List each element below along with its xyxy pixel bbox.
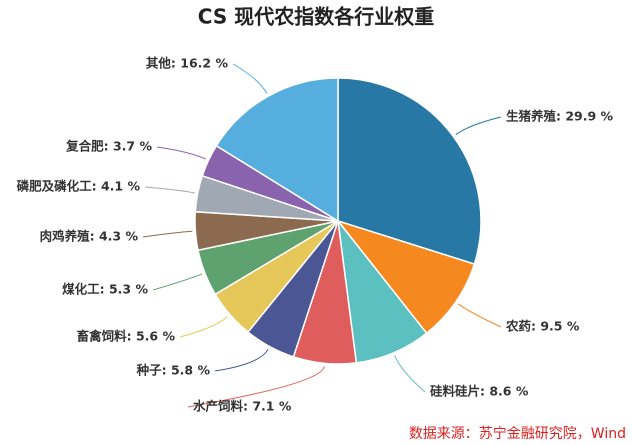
- leader-line: [156, 146, 206, 160]
- pie-slice: [335, 219, 476, 335]
- data-label: 肉鸡养殖: 4.3 %: [40, 229, 139, 244]
- data-label: 磷肥及磷化工: 4.1 %: [17, 179, 141, 194]
- leader-line: [179, 316, 228, 338]
- leader-line: [144, 186, 195, 194]
- leader-line: [142, 230, 193, 238]
- leader-line: [187, 366, 325, 408]
- leader-line: [214, 348, 269, 372]
- pie-slice: [215, 77, 339, 223]
- pie-slice: [337, 77, 482, 266]
- leader-line: [152, 273, 203, 291]
- data-label: 复合肥: 3.7 %: [65, 139, 152, 154]
- data-label: 硅料硅片: 8.6 %: [430, 384, 529, 399]
- data-label: 农药: 9.5 %: [505, 319, 580, 334]
- leader-line: [457, 303, 502, 328]
- data-label: 生猪养殖: 29.9 %: [506, 109, 614, 124]
- leader-line: [232, 63, 268, 94]
- leader-line: [394, 355, 426, 393]
- data-label: 其他: 16.2 %: [146, 56, 229, 71]
- data-label: 种子: 5.8 %: [136, 363, 211, 378]
- leader-line: [455, 116, 502, 136]
- data-label: 畜禽饲料: 5.6 %: [77, 329, 176, 344]
- source-note: 数据来源：苏宁金融研究院，Wind: [409, 425, 626, 442]
- data-label: 煤化工: 5.3 %: [62, 282, 148, 297]
- chart-title: CS 现代农指数各行业权重: [198, 5, 434, 29]
- data-label: 水产饲料: 7.1 %: [193, 399, 292, 414]
